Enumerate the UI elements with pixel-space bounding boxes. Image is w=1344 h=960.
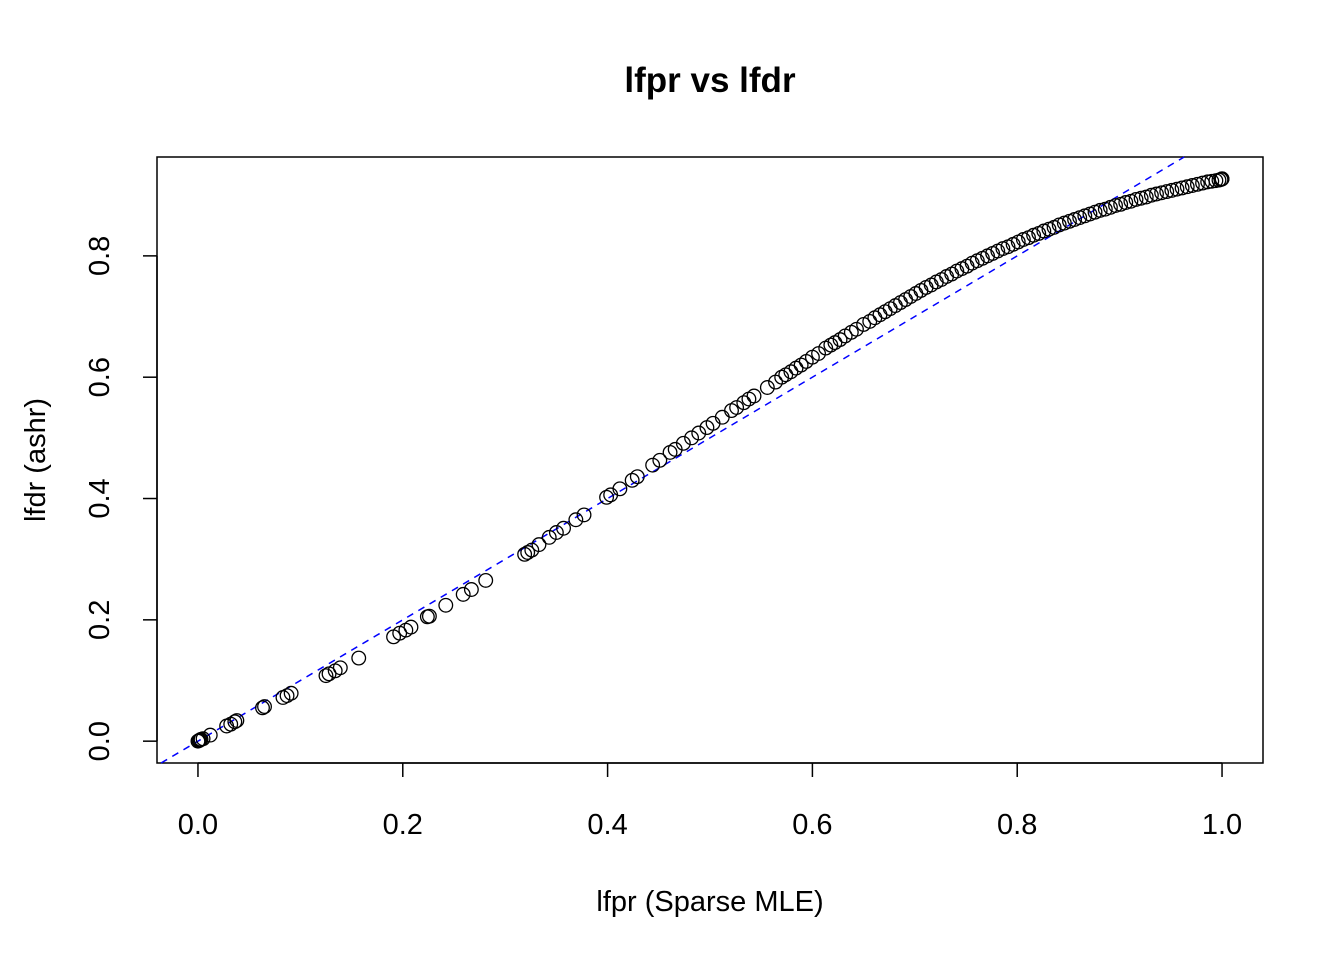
data-point (548, 525, 564, 540)
data-point (714, 409, 730, 425)
data-point (862, 313, 878, 329)
data-point (903, 289, 919, 304)
data-point (257, 699, 272, 715)
x-axis-label: lfpr (Sparse MLE) (596, 886, 823, 918)
data-point (195, 731, 211, 747)
y-axis: 0.0 0.2 0.4 0.6 0.8 (84, 236, 158, 761)
data-point (1154, 185, 1170, 201)
data-point (1108, 198, 1123, 213)
data-point (832, 332, 848, 348)
data-point (332, 660, 348, 676)
data-point (1214, 171, 1230, 187)
data-point (774, 369, 790, 385)
x-tick-label: 0.4 (587, 809, 627, 841)
data-point (1184, 178, 1200, 193)
data-point (898, 292, 914, 308)
data-point (662, 444, 678, 460)
points-layer (190, 171, 1230, 749)
data-point (576, 507, 592, 523)
data-point (823, 337, 839, 353)
data-point (746, 388, 762, 404)
data-point (1190, 176, 1205, 192)
data-point (1143, 187, 1159, 203)
data-point (531, 537, 547, 553)
data-point (599, 489, 615, 505)
data-point (478, 572, 494, 588)
data-point (724, 403, 739, 419)
data-point (283, 685, 299, 701)
data-point (603, 487, 619, 503)
data-point (568, 512, 584, 528)
data-point (1174, 180, 1190, 196)
data-point (908, 286, 924, 301)
data-point (783, 364, 799, 380)
data-point (1133, 190, 1149, 206)
y-tick-label: 0.2 (84, 600, 116, 640)
data-point (1179, 179, 1195, 195)
data-point (1159, 184, 1175, 200)
data-point (1128, 192, 1144, 207)
data-point (421, 608, 437, 624)
data-point (675, 435, 691, 451)
data-point (403, 619, 419, 635)
data-point (520, 545, 536, 560)
x-tick-label: 0.0 (178, 809, 218, 841)
y-tick-label: 0.0 (84, 721, 116, 761)
data-point (944, 266, 960, 282)
data-point (318, 668, 334, 684)
data-point (517, 546, 533, 562)
data-point (227, 714, 243, 730)
reference-line-layer (160, 156, 1185, 764)
y-tick-label: 0.4 (84, 478, 116, 518)
chart-title: lfpr vs lfdr (624, 61, 796, 100)
data-point (759, 380, 775, 395)
x-axis: 0.0 0.2 0.4 0.6 0.8 1.0 (178, 762, 1242, 841)
data-point (1164, 182, 1180, 198)
data-point (1169, 181, 1185, 197)
data-point (255, 700, 270, 716)
data-point (229, 713, 245, 728)
y-tick-label: 0.8 (84, 236, 116, 276)
reference-line-y-equals-x (160, 156, 1185, 764)
data-point (351, 650, 367, 666)
data-point (793, 357, 809, 373)
data-point (1092, 202, 1108, 218)
data-point (872, 307, 888, 323)
data-point (455, 586, 471, 602)
data-point (736, 395, 752, 411)
data-point (652, 452, 668, 468)
x-tick-label: 1.0 (1202, 809, 1242, 841)
data-point (887, 298, 903, 314)
data-point (778, 367, 794, 383)
x-tick-label: 0.8 (997, 809, 1037, 841)
data-point (933, 272, 949, 287)
data-point (893, 295, 908, 311)
data-point (624, 472, 640, 488)
data-point (1149, 186, 1164, 202)
x-tick-label: 0.2 (383, 809, 423, 841)
data-point (279, 688, 295, 704)
data-point (556, 520, 572, 536)
data-point (882, 301, 898, 317)
data-point (463, 582, 479, 597)
data-point (629, 469, 645, 485)
data-point (877, 304, 893, 320)
data-point (438, 597, 454, 613)
data-point (1118, 195, 1134, 210)
data-point (691, 425, 707, 441)
x-tick-label: 0.6 (792, 809, 832, 841)
data-point (923, 277, 939, 293)
y-axis-label: lfdr (ashr) (20, 398, 52, 522)
data-point (202, 727, 218, 743)
y-tick-label: 0.6 (84, 357, 116, 397)
data-point (913, 283, 929, 298)
data-point (612, 481, 628, 497)
